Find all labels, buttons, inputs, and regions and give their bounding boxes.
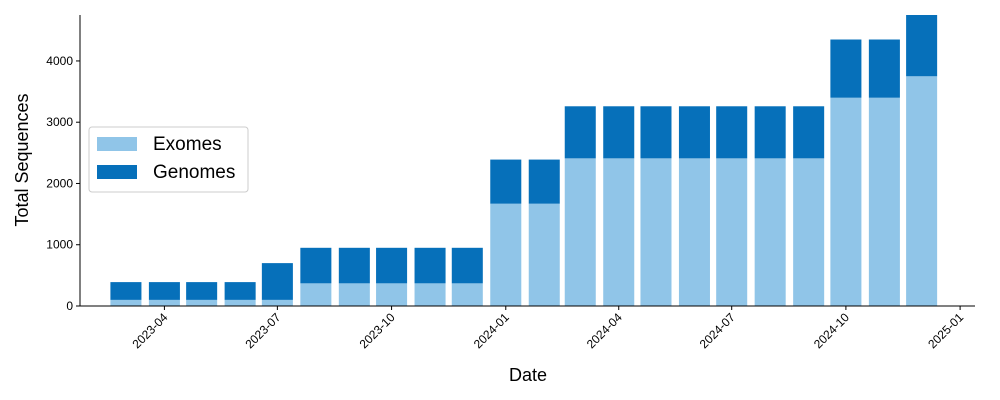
bar-genomes-9	[451, 247, 483, 284]
bar-exomes-1	[148, 299, 180, 306]
bar-exomes-5	[300, 283, 332, 306]
bar-genomes-20	[868, 39, 900, 98]
x-tick-label-2024-04: 2024-04	[584, 310, 625, 351]
y-axis-label: Total Sequences	[12, 93, 32, 226]
bar-exomes-13	[603, 158, 635, 306]
bar-genomes-2	[186, 282, 218, 300]
legend-label-exomes: Exomes	[153, 134, 222, 155]
y-tick-label-1000: 1000	[46, 238, 73, 252]
bar-exomes-4	[261, 299, 293, 306]
x-tick-label-2024-07: 2024-07	[697, 310, 738, 351]
bar-exomes-18	[793, 158, 825, 306]
bar-exomes-8	[414, 283, 446, 306]
y-tick-label-2000: 2000	[46, 176, 73, 190]
bar-genomes-7	[376, 247, 408, 284]
x-tick-label-2025-01: 2025-01	[925, 310, 966, 351]
bar-genomes-8	[414, 247, 446, 284]
bar-exomes-11	[528, 203, 560, 306]
bar-exomes-6	[338, 283, 370, 306]
y-tick-label-4000: 4000	[46, 54, 73, 68]
bar-genomes-0	[110, 282, 142, 300]
x-tick-label-2023-07: 2023-07	[242, 310, 283, 351]
bar-exomes-16	[716, 158, 748, 306]
bar-genomes-12	[564, 106, 596, 159]
bar-genomes-14	[640, 106, 672, 159]
bar-exomes-2	[186, 299, 218, 306]
axes-layer	[79, 15, 975, 307]
bar-genomes-4	[261, 263, 293, 300]
bar-genomes-3	[224, 282, 256, 300]
bar-exomes-0	[110, 299, 142, 306]
bar-genomes-5	[300, 247, 332, 284]
x-axis-label: Date	[509, 365, 547, 385]
bar-exomes-20	[868, 97, 900, 307]
legend: Exomes Genomes	[88, 126, 249, 193]
x-tick-label-2023-04: 2023-04	[129, 310, 170, 351]
bar-genomes-19	[830, 39, 862, 98]
bar-genomes-21	[906, 15, 938, 77]
bar-exomes-10	[490, 203, 522, 306]
bars-layer	[110, 15, 938, 307]
legend-swatch-exomes	[97, 137, 137, 151]
y-tick-label-0: 0	[66, 299, 73, 313]
bar-genomes-15	[678, 106, 710, 159]
bar-exomes-19	[830, 97, 862, 307]
bar-genomes-18	[793, 106, 825, 159]
bar-genomes-1	[148, 282, 180, 300]
x-tick-label-2024-10: 2024-10	[811, 310, 852, 351]
legend-label-genomes: Genomes	[153, 162, 235, 183]
bar-genomes-6	[338, 247, 370, 284]
bar-exomes-3	[224, 299, 256, 306]
bar-genomes-10	[490, 159, 522, 204]
y-tick-label-3000: 3000	[46, 115, 73, 129]
bar-genomes-17	[754, 106, 786, 159]
bar-exomes-12	[564, 158, 596, 306]
bar-exomes-9	[451, 283, 483, 306]
bar-exomes-17	[754, 158, 786, 306]
bar-exomes-21	[906, 76, 938, 306]
bar-exomes-14	[640, 158, 672, 306]
bar-exomes-7	[376, 283, 408, 306]
bar-genomes-13	[603, 106, 635, 159]
x-tick-label-2023-10: 2023-10	[357, 310, 398, 351]
bar-genomes-11	[528, 159, 560, 204]
bar-exomes-15	[678, 158, 710, 306]
bar-genomes-16	[716, 106, 748, 159]
x-tick-label-2024-01: 2024-01	[471, 310, 512, 351]
legend-swatch-genomes	[97, 165, 137, 179]
